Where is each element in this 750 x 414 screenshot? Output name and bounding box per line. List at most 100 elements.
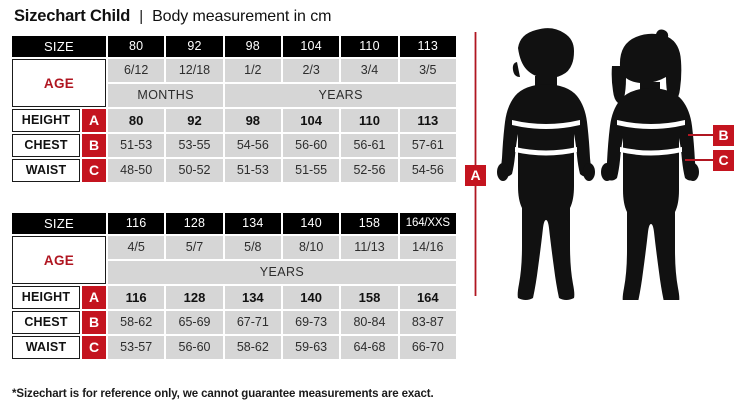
table-cell: 128 — [166, 213, 223, 234]
measure-key-b: B — [82, 134, 106, 157]
chest-values: 51-53 53-55 54-56 56-60 56-61 57-61 — [108, 134, 456, 157]
table-cell: 4/5 — [108, 236, 165, 259]
waist-values: 48-50 50-52 51-53 51-55 52-56 54-56 — [108, 159, 456, 182]
table-row-waist: WAIST C 48-50 50-52 51-53 51-55 52-56 54… — [12, 159, 456, 182]
age-units: YEARS — [108, 261, 456, 284]
table-cell: 52-56 — [341, 159, 398, 182]
diagram-badge-b: B — [713, 125, 734, 146]
measure-name: CHEST — [12, 134, 80, 157]
boy-chest-band — [512, 120, 580, 129]
size-header-label: SIZE — [12, 36, 106, 57]
table-row-height: HEIGHT A 116 128 134 140 158 164 — [12, 286, 456, 309]
title-main: Sizechart Child — [14, 7, 131, 25]
table-cell: 83-87 — [399, 311, 456, 334]
table-row-age: AGE 4/5 5/7 5/8 8/10 11/13 14/16 YEARS — [12, 236, 456, 284]
table-row-height: HEIGHT A 80 92 98 104 110 113 — [12, 109, 456, 132]
table-cell: 66-70 — [399, 336, 456, 359]
sizechart-table-large: SIZE 116 128 134 140 158 164/XXS AGE 4/5… — [12, 213, 456, 359]
age-unit-cell: YEARS — [225, 84, 456, 107]
page-title: Sizechart Child | Body measurement in cm — [14, 7, 331, 26]
measure-key-a: A — [82, 109, 106, 132]
table-cell: 64-68 — [341, 336, 398, 359]
table-cell: 110 — [341, 36, 398, 57]
table-cell: 50-52 — [166, 159, 223, 182]
table-cell: 56-61 — [341, 134, 398, 157]
table-cell: 51-53 — [108, 134, 165, 157]
table-cell: 80 — [108, 36, 165, 57]
age-values: 4/5 5/7 5/8 8/10 11/13 14/16 — [108, 236, 456, 259]
row-label-chest: CHEST B — [12, 134, 106, 157]
boy-waist-band — [515, 147, 577, 156]
table-cell: 3/4 — [341, 59, 398, 82]
table-cell: 158 — [341, 213, 398, 234]
waist-values: 53-57 56-60 58-62 59-63 64-68 66-70 — [108, 336, 456, 359]
measure-key-b: B — [82, 311, 106, 334]
row-label-height: HEIGHT A — [12, 286, 106, 309]
table-row-size-header: SIZE 116 128 134 140 158 164/XXS — [12, 213, 456, 234]
title-separator: | — [139, 8, 144, 25]
table-row-age: AGE 6/12 12/18 1/2 2/3 3/4 3/5 MONTHS YE… — [12, 59, 456, 107]
height-values: 80 92 98 104 110 113 — [108, 109, 456, 132]
table-cell: 164/XXS — [399, 213, 456, 234]
diagram-badge-c: C — [713, 150, 734, 171]
table-cell: 2/3 — [282, 59, 340, 82]
table-cell: 158 — [341, 286, 398, 309]
measure-key-c: C — [82, 336, 106, 359]
age-values: 6/12 12/18 1/2 2/3 3/4 3/5 — [108, 59, 456, 82]
table-cell: 59-63 — [282, 336, 340, 359]
table-cell: 57-61 — [399, 134, 456, 157]
table-cell: 80 — [108, 109, 165, 132]
table-cell: 92 — [166, 109, 223, 132]
table-cell: 67-71 — [224, 311, 281, 334]
table-cell: 54-56 — [399, 159, 456, 182]
measure-name: WAIST — [12, 159, 80, 182]
table-cell: 51-53 — [224, 159, 281, 182]
row-label-height: HEIGHT A — [12, 109, 106, 132]
measure-name: CHEST — [12, 311, 80, 334]
girl-silhouette — [601, 29, 699, 300]
table-row-waist: WAIST C 53-57 56-60 58-62 59-63 64-68 66… — [12, 336, 456, 359]
measure-name: HEIGHT — [12, 286, 80, 309]
table-cell: 8/10 — [282, 236, 340, 259]
girl-chest-band — [617, 120, 685, 129]
diagram-badge-a: A — [465, 165, 486, 186]
measure-key-a: A — [82, 286, 106, 309]
table-row-chest: CHEST B 51-53 53-55 54-56 56-60 56-61 57… — [12, 134, 456, 157]
table-cell: 51-55 — [282, 159, 340, 182]
table-cell: 56-60 — [166, 336, 223, 359]
table-cell: 113 — [399, 109, 456, 132]
table-cell: 98 — [224, 36, 281, 57]
table-cell: 92 — [166, 36, 223, 57]
age-row-label: AGE — [12, 236, 106, 284]
table-cell: 110 — [341, 109, 398, 132]
chest-values: 58-62 65-69 67-71 69-73 80-84 83-87 — [108, 311, 456, 334]
footnote-disclaimer: *Sizechart is for reference only, we can… — [12, 388, 434, 400]
age-units: MONTHS YEARS — [108, 84, 456, 107]
child-silhouettes-svg — [474, 28, 713, 300]
age-values-stack: 4/5 5/7 5/8 8/10 11/13 14/16 YEARS — [108, 236, 456, 284]
table-cell: 113 — [399, 36, 456, 57]
table-cell: 58-62 — [108, 311, 165, 334]
size-header-values: 116 128 134 140 158 164/XXS — [108, 213, 456, 234]
table-cell: 3/5 — [399, 59, 456, 82]
sizechart-table-small: SIZE 80 92 98 104 110 113 AGE 6/12 12/18… — [12, 36, 456, 182]
table-cell: 11/13 — [341, 236, 398, 259]
table-cell: 14/16 — [399, 236, 456, 259]
table-cell: 6/12 — [108, 59, 165, 82]
height-values: 116 128 134 140 158 164 — [108, 286, 456, 309]
row-label-waist: WAIST C — [12, 336, 106, 359]
table-cell: 5/8 — [224, 236, 281, 259]
table-cell: 69-73 — [282, 311, 340, 334]
boy-silhouette — [497, 28, 595, 300]
table-cell: 5/7 — [166, 236, 223, 259]
table-cell: 65-69 — [166, 311, 223, 334]
table-cell: 134 — [224, 286, 281, 309]
measure-name: WAIST — [12, 336, 80, 359]
measurement-diagram: A B C — [460, 20, 750, 300]
table-cell: 116 — [108, 286, 165, 309]
table-cell: 116 — [108, 213, 165, 234]
table-cell: 128 — [166, 286, 223, 309]
age-unit-cell: YEARS — [108, 261, 456, 284]
table-cell: 104 — [282, 109, 340, 132]
table-cell: 140 — [282, 286, 340, 309]
